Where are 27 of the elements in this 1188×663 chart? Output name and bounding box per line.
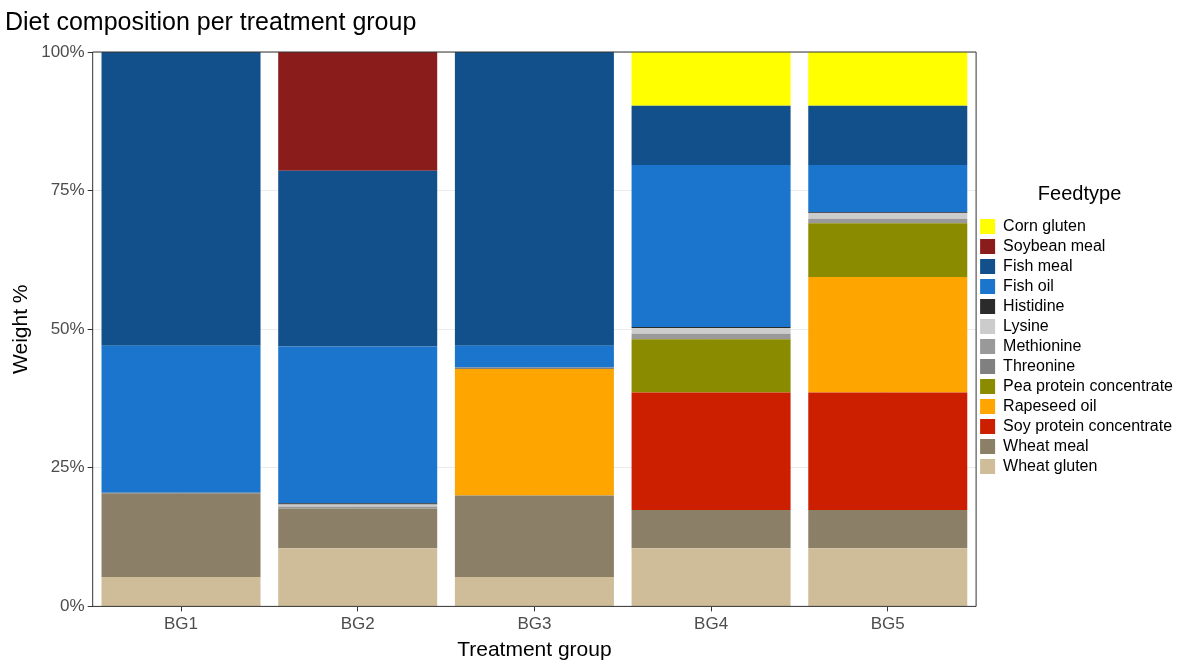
- legend-label: Methionine: [1003, 336, 1082, 354]
- y-axis-title: Weight %: [8, 284, 32, 374]
- legend-label: Lysine: [1003, 316, 1049, 334]
- legend-label: Rapeseed oil: [1003, 396, 1097, 414]
- y-tick-label: 50%: [50, 318, 85, 338]
- x-tick-label: BG2: [340, 614, 375, 634]
- chart-title: Diet composition per treatment group: [5, 6, 417, 35]
- x-tick-label: BG3: [517, 614, 552, 634]
- x-tick-label: BG5: [870, 614, 905, 634]
- legend-label: Wheat gluten: [1003, 456, 1098, 474]
- legend-label: Fish oil: [1003, 276, 1054, 294]
- legend-label: Wheat meal: [1003, 436, 1089, 454]
- legend-label: Soybean meal: [1003, 236, 1106, 254]
- legend-label: Corn gluten: [1003, 216, 1086, 234]
- legend-label: Threonine: [1003, 356, 1076, 374]
- y-tick-label: 25%: [50, 457, 85, 477]
- legend-label: Pea protein concentrate: [1003, 376, 1174, 394]
- y-tick-label: 0%: [60, 596, 85, 616]
- legend-label: Soy protein concentrate: [1003, 416, 1173, 434]
- y-tick-label: 100%: [41, 41, 85, 61]
- y-tick-label: 75%: [50, 180, 85, 200]
- x-tick-label: BG1: [164, 614, 199, 634]
- legend-title: Feedtype: [1037, 182, 1122, 205]
- x-tick-label: BG4: [694, 614, 729, 634]
- x-axis-title: Treatment group: [457, 637, 612, 661]
- legend-label: Histidine: [1003, 296, 1065, 314]
- legend-label: Fish meal: [1003, 256, 1073, 274]
